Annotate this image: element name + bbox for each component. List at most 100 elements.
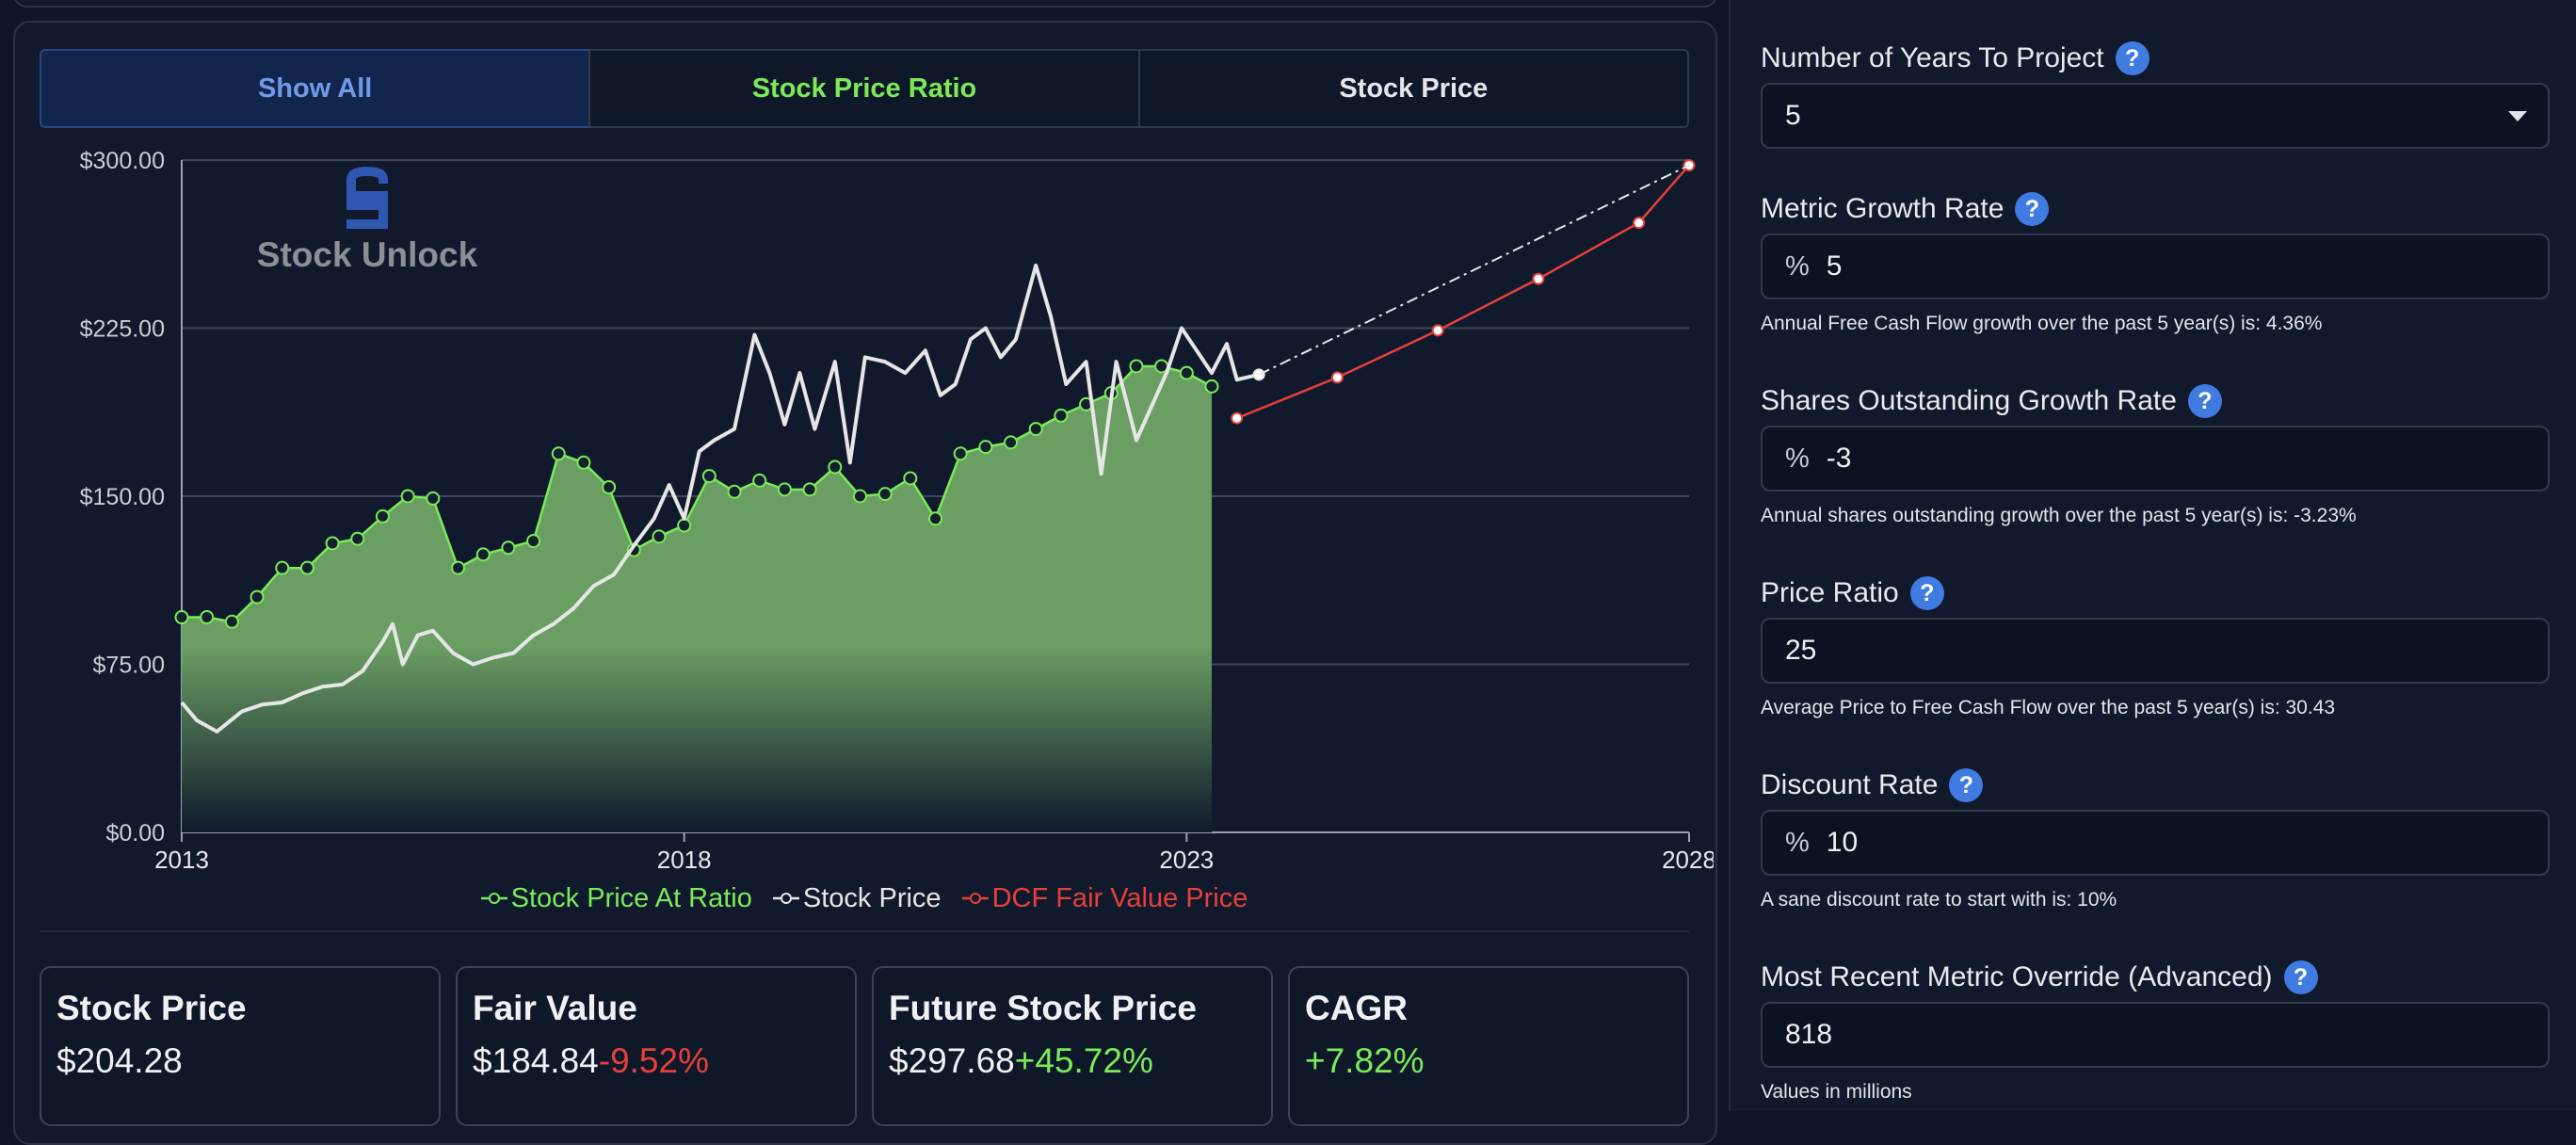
cagr-value: +7.82% — [1305, 1041, 1425, 1081]
x-tick-label: 2023 — [1159, 846, 1214, 874]
price-ratio-value: 25 — [1785, 635, 1817, 666]
stock-price-at-ratio-point — [1129, 359, 1144, 374]
metric-override-label-text: Most Recent Metric Override (Advanced) — [1761, 961, 2273, 992]
stock-price-at-ratio-point — [375, 508, 390, 524]
metric-growth-value: 5 — [1826, 250, 1843, 282]
stock-price-title: Stock Price — [56, 989, 247, 1027]
stock-price-at-ratio-point — [953, 446, 968, 461]
stock-price-at-ratio-point — [1054, 408, 1069, 423]
stock-price-at-ratio-point — [1179, 365, 1194, 380]
stock-price-at-ratio-point — [426, 491, 441, 506]
legend-item-dcf-fair-value-price[interactable]: DCF Fair Value Price — [961, 882, 1248, 914]
stock-unlock-logo — [346, 167, 388, 229]
percent-prefix: % — [1785, 443, 1810, 474]
stock-price-at-ratio-point — [174, 610, 189, 625]
stock-price-at-ratio-point — [551, 446, 566, 461]
shares-growth-input[interactable]: % -3 — [1761, 426, 2550, 492]
stock-price-at-ratio-point — [501, 540, 516, 556]
top-card-edge — [13, 0, 1717, 8]
price-ratio-help-icon[interactable]: ? — [1909, 576, 1944, 610]
y-tick-label: $225.00 — [80, 316, 165, 343]
legend-marker-icon — [961, 893, 989, 904]
stock-price-at-ratio-point — [978, 440, 993, 455]
stock-price-card: Stock Price $204.28 — [40, 966, 441, 1126]
tab-stock-price-ratio[interactable]: Stock Price Ratio — [588, 49, 1140, 128]
shares-growth-help-icon[interactable]: ? — [2187, 384, 2222, 418]
years-label: Number of Years To Project ? — [1761, 41, 2149, 75]
stock-price-at-ratio-point — [802, 482, 817, 497]
stock-price-at-ratio-point — [727, 484, 742, 499]
legend-label: DCF Fair Value Price — [991, 882, 1248, 913]
metric-growth-label: Metric Growth Rate ? — [1761, 192, 2050, 226]
metric-override-hint: Values in millions — [1761, 1081, 1912, 1103]
settings-panel: Number of Years To Project ? 5 Metric Gr… — [1729, 0, 2576, 1111]
percent-prefix: % — [1785, 250, 1810, 282]
discount-rate-input[interactable]: % 10 — [1761, 810, 2550, 876]
projection-line — [1258, 164, 1690, 376]
price-ratio-hint: Average Price to Free Cash Flow over the… — [1761, 697, 2336, 718]
stock-price-at-ratio-point — [400, 489, 415, 504]
price-ratio-label-text: Price Ratio — [1761, 577, 1899, 608]
tab-stock-price[interactable]: Stock Price — [1137, 49, 1689, 128]
price-ratio-label: Price Ratio ? — [1761, 576, 1944, 610]
tab-show-all[interactable]: Show All — [40, 49, 591, 128]
future-price-card: Future Stock Price $297.68+45.72% — [872, 966, 1273, 1126]
cagr-card: CAGR +7.82% — [1288, 966, 1689, 1126]
stock-price-at-ratio-area — [182, 366, 1213, 832]
watermark-text: Stock Unlock — [257, 235, 478, 274]
years-label-text: Number of Years To Project — [1761, 42, 2104, 73]
years-select[interactable]: 5 — [1761, 83, 2550, 149]
discount-rate-label: Discount Rate ? — [1761, 768, 1984, 802]
dcf-fair-value-price-point — [1231, 411, 1244, 425]
chevron-down-icon — [2508, 111, 2527, 121]
stock-price-line — [180, 263, 1260, 734]
stock-price-at-ratio-point — [299, 560, 314, 575]
stock-price-at-ratio-point — [928, 511, 942, 526]
stock-price-at-ratio-point — [325, 536, 340, 551]
cagr-title: CAGR — [1305, 989, 1408, 1027]
chart-panel: Show All Stock Price Ratio Stock Price $… — [13, 0, 1717, 1145]
shares-growth-hint: Annual shares outstanding growth over th… — [1761, 505, 2357, 526]
stock-price-at-ratio-point — [275, 560, 290, 575]
dcf-fair-value-price-point — [1532, 272, 1545, 285]
stock-price-at-ratio-point — [526, 534, 541, 549]
stock-price-point — [1252, 368, 1265, 381]
future-price-title: Future Stock Price — [889, 989, 1197, 1027]
stock-price-at-ratio-point — [777, 482, 792, 497]
stock-price-at-ratio-point — [877, 487, 893, 502]
years-help-icon[interactable]: ? — [2115, 41, 2149, 75]
discount-rate-help-icon[interactable]: ? — [1949, 768, 1984, 802]
metric-override-input[interactable]: 818 — [1761, 1002, 2550, 1068]
stock-price-at-ratio-point — [1028, 422, 1043, 437]
stock-price-at-ratio-point — [752, 473, 767, 488]
metric-growth-input[interactable]: % 5 — [1761, 234, 2550, 299]
metric-growth-help-icon[interactable]: ? — [2015, 192, 2050, 226]
stock-price-at-ratio-point — [828, 460, 843, 475]
legend-label: Stock Price At Ratio — [510, 882, 752, 913]
legend-marker-icon — [772, 893, 799, 904]
stock-price-at-ratio-point — [1204, 379, 1219, 394]
fair-value-card: Fair Value $184.84-9.52% — [456, 966, 857, 1126]
price-chart: $0.00 $75.00 $150.00 $225.00 $300.00 2013 2018… — [80, 148, 1714, 874]
stock-price-at-ratio-point — [677, 518, 692, 533]
stock-price-at-ratio-point — [701, 469, 716, 484]
y-tick-label: $300.00 — [80, 148, 165, 174]
stock-price-at-ratio-point — [576, 455, 591, 470]
price-ratio-input[interactable]: 25 — [1761, 618, 2550, 684]
section-divider — [40, 930, 1689, 932]
discount-rate-hint: A sane discount rate to start with is: 1… — [1761, 889, 2117, 911]
stock-price-at-ratio-point — [602, 479, 617, 494]
x-tick-label: 2013 — [154, 846, 209, 874]
future-price-value: $297.68+45.72% — [889, 1041, 1153, 1080]
y-tick-label: $75.00 — [93, 653, 165, 679]
future-price-change: +45.72% — [1014, 1041, 1153, 1080]
y-tick-label: $150.00 — [80, 484, 165, 510]
legend-item-stock-price-at-ratio[interactable]: Stock Price At Ratio — [480, 882, 752, 914]
stock-price-value: $204.28 — [56, 1041, 183, 1080]
cagr-change: +7.82% — [1305, 1041, 1425, 1080]
legend-item-stock-price[interactable]: Stock Price — [772, 883, 942, 914]
fair-value-value: $184.84-9.52% — [473, 1041, 709, 1080]
metric-override-help-icon[interactable]: ? — [2283, 960, 2318, 994]
dcf-fair-value-price-line — [1236, 164, 1690, 420]
metric-override-label: Most Recent Metric Override (Advanced) ? — [1761, 960, 2318, 994]
